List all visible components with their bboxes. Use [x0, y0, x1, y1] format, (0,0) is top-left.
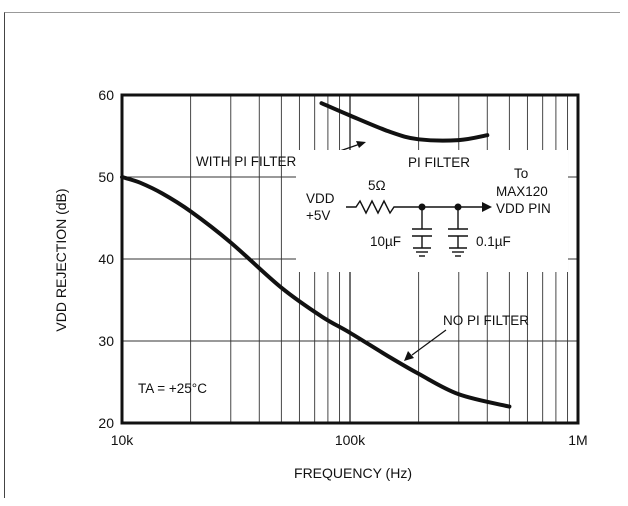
series-no-pi-filter	[120, 175, 512, 409]
arrowhead-no-pi-filter	[404, 351, 414, 361]
annotation-with-pi-filter: WITH PI FILTER	[196, 154, 296, 169]
output-arrowhead	[482, 202, 492, 212]
y-tick-label: 20	[98, 415, 114, 431]
pi-filter-schematic: PI FILTER VDD +5V 5Ω 10µF 0.1µF To	[296, 150, 568, 272]
x-tick-label: 10k	[111, 432, 135, 448]
arrow-no-pi-filter	[411, 329, 447, 356]
curves	[120, 101, 512, 409]
y-tick-label: 40	[98, 251, 114, 267]
arrowhead-with-pi-filter	[356, 141, 366, 148]
vdd-label: VDD	[306, 191, 335, 206]
capacitor-0-1uf-symbol	[448, 207, 468, 257]
cap1-label: 10µF	[370, 234, 401, 249]
cap2-label: 0.1µF	[476, 234, 511, 249]
capacitor-10uf-symbol	[412, 207, 432, 257]
annotation-no-pi-filter: NO PI FILTER	[443, 313, 529, 328]
tick-labels: 10k 100k 1M 20 30 40 50 60	[98, 87, 587, 448]
y-axis-label: VDD REJECTION (dB)	[53, 188, 69, 331]
y-tick-label: 60	[98, 87, 114, 103]
supply-label: +5V	[306, 208, 330, 223]
dest-label: MAX120	[496, 184, 548, 199]
schematic-backdrop	[296, 150, 568, 272]
figure-frame	[4, 12, 620, 498]
x-tick-label: 100k	[335, 432, 366, 448]
x-tick-label: 1M	[568, 432, 587, 448]
schematic-title: PI FILTER	[408, 155, 470, 170]
resistor-symbol	[346, 199, 482, 215]
resistor-label: 5Ω	[368, 178, 386, 193]
y-tick-label: 30	[98, 333, 114, 349]
plot-border	[120, 93, 580, 425]
pin-label: VDD PIN	[496, 201, 551, 216]
series-with-pi-filter	[319, 101, 490, 143]
x-axis-label: FREQUENCY (Hz)	[294, 465, 412, 481]
y-tick-label: 50	[98, 169, 114, 185]
to-label: To	[514, 166, 528, 181]
annotation-temperature: TA = +25°C	[138, 381, 207, 396]
